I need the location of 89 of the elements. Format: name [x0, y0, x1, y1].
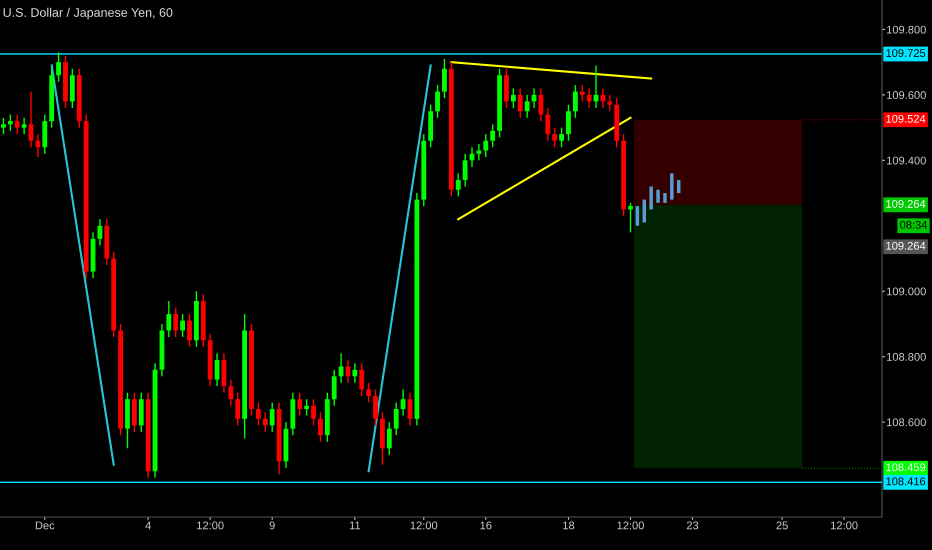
candlestick [332, 369, 337, 406]
candlestick [483, 133, 488, 158]
candlestick [262, 412, 268, 433]
candlestick [1, 117, 6, 135]
x-tick-label: 23 [686, 521, 698, 530]
x-tick-label: 12:00 [410, 521, 438, 530]
x-tick-label: 25 [776, 521, 788, 530]
candlestick [442, 58, 447, 99]
text: 109.264 [886, 242, 926, 250]
x-tick-label: 16 [480, 521, 492, 530]
y-tick-label: 109.000 [887, 287, 926, 296]
candlestick [462, 153, 468, 188]
band-label: 108.459 [886, 463, 926, 472]
y-tick-label: 109.400 [887, 156, 926, 164]
x-tick-label: 12:00 [831, 521, 858, 530]
candlestick [270, 402, 275, 433]
candlestick [435, 84, 440, 118]
candlestick [304, 398, 310, 416]
x-tick-label: 11 [350, 522, 360, 530]
candlestick [490, 124, 496, 148]
bar [656, 190, 660, 203]
candlestick [470, 146, 474, 168]
x-tick-label: 12:00 [617, 521, 644, 530]
candlestick [580, 84, 585, 102]
y-tick-label: 109.600 [887, 91, 926, 100]
candlestick [98, 218, 102, 246]
candlestick [256, 402, 261, 426]
candlestick [28, 90, 34, 148]
candlestick [173, 306, 178, 338]
candlestick [524, 94, 530, 118]
x-tick-label: 18 [563, 521, 574, 530]
x-tick-label: 9 [270, 521, 275, 530]
candlestick [187, 313, 192, 348]
candlestick [566, 104, 571, 142]
bar [642, 200, 646, 223]
candlestick [408, 392, 412, 426]
y-tick-label: 108.600 [887, 418, 926, 426]
candlestick [366, 382, 372, 404]
candlestick [552, 126, 558, 148]
candlestick [476, 143, 482, 162]
bar [663, 193, 667, 203]
text: 109.264 [886, 200, 926, 208]
candlestick [594, 64, 598, 109]
ref-line-label: 108.416 [886, 477, 926, 486]
candlestick [338, 352, 344, 384]
candlestick [352, 362, 358, 384]
candlestick [572, 84, 578, 118]
candlestick [538, 88, 544, 122]
candlestick [359, 362, 364, 397]
ref-line-label: 109.725 [886, 49, 926, 57]
x-tick-label: 12:00 [197, 521, 224, 530]
bar [670, 173, 674, 200]
candlestick [456, 172, 461, 198]
candlestick [180, 313, 186, 338]
candlestick [510, 88, 516, 109]
bar [677, 180, 680, 194]
candlestick [346, 359, 350, 384]
candlestick [545, 107, 550, 142]
candlestick [22, 117, 27, 135]
candlestick [228, 378, 234, 406]
text: U.S. Dollar / Japanese Yen, 60 [4, 8, 172, 20]
candlestick [214, 352, 220, 387]
candlestick [235, 392, 240, 426]
candlestick [373, 388, 378, 426]
candlestick [518, 88, 523, 118]
candlestick [400, 388, 406, 416]
candlestick [394, 402, 399, 436]
candlestick [166, 300, 172, 338]
candlestick [14, 114, 20, 135]
candlestick [559, 126, 564, 148]
candlestick [311, 398, 316, 426]
candlestick [297, 392, 302, 416]
bar [649, 186, 653, 210]
band-label: 109.524 [886, 114, 926, 123]
candlestick [318, 412, 323, 442]
bar [636, 206, 640, 226]
candlestick [386, 421, 392, 456]
candlestick [35, 133, 40, 158]
candlestick [56, 52, 61, 82]
candlestick [600, 88, 606, 109]
candlestick [8, 114, 13, 132]
y-tick-label: 108.800 [887, 352, 926, 361]
x-tick-label: 4 [145, 522, 151, 530]
x-tick-label: Dec [36, 522, 54, 530]
candlestick [628, 202, 633, 234]
candlestick [586, 88, 592, 109]
y-tick-label: 109.800 [887, 26, 926, 34]
text: 08:34 [900, 220, 928, 229]
candlestick [532, 88, 536, 109]
